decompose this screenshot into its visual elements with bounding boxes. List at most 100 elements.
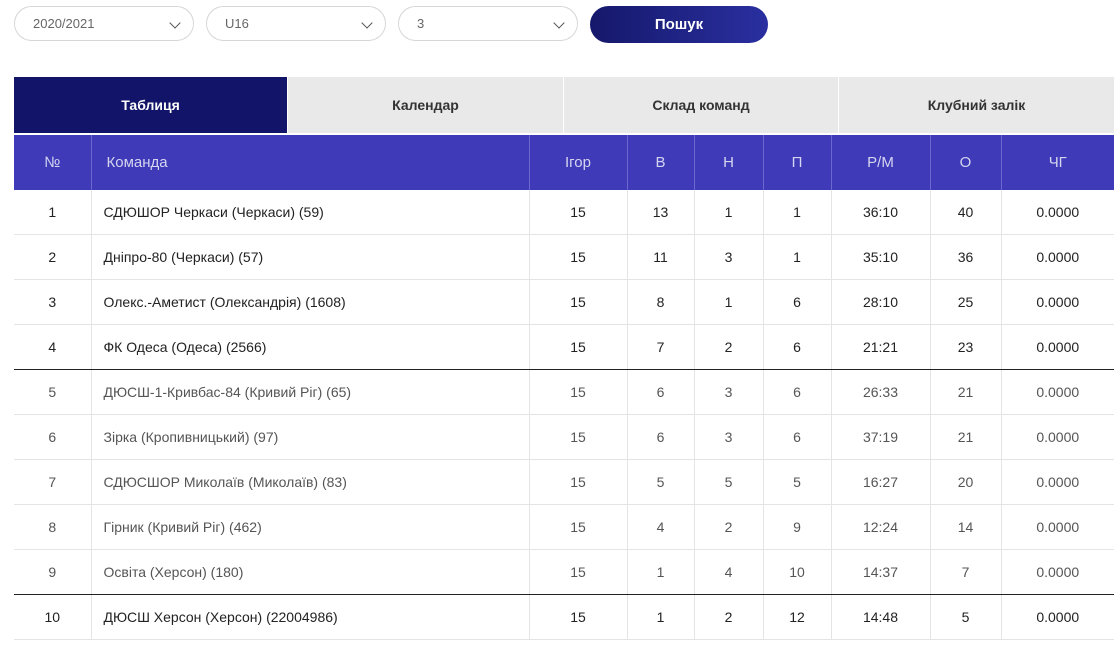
cell-draws: 2	[694, 594, 764, 640]
cell-points: 20	[930, 459, 1002, 505]
table-row: 4 ФК Одеса (Одеса) (2566) 15 7 2 6 21:21 23 0.00…	[14, 324, 1114, 370]
cell-tiebreak: 0.0000	[1001, 504, 1114, 550]
cell-team[interactable]: СДЮСШОР Миколаїв (Миколаїв) (83)	[91, 459, 530, 505]
cell-wins: 7	[627, 324, 695, 370]
cell-tiebreak: 0.0000	[1001, 234, 1114, 280]
table-row: 6 Зірка (Кропивницький) (97) 15 6 3 6 37:19 21 0…	[14, 414, 1114, 460]
table-row: 3 Олекс.-Аметист (Олександрія) (1608) 15 8 1…	[14, 279, 1114, 325]
cell-draws: 5	[694, 459, 764, 505]
table-row: 1 СДЮШОР Черкаси (Черкаси) (59) 15 13 1 1 36:1…	[14, 190, 1114, 235]
table-row: 7 СДЮСШОР Миколаїв (Миколаїв) (83) 15 5 5 5 16…	[14, 459, 1114, 505]
chevron-down-icon	[553, 17, 565, 29]
cell-draws: 3	[694, 369, 764, 415]
season-select[interactable]: 2020/2021	[14, 6, 194, 41]
cell-team[interactable]: ДЮСШ-1-Кривбас-84 (Кривий Ріг) (65)	[91, 369, 530, 415]
league-select[interactable]: 3	[398, 6, 578, 41]
cell-wins: 1	[627, 549, 695, 595]
cell-rank: 6	[14, 414, 92, 460]
cell-draws: 4	[694, 549, 764, 595]
tab-table[interactable]: Таблиця	[14, 77, 288, 133]
cell-team[interactable]: Зірка (Кропивницький) (97)	[91, 414, 530, 460]
cell-games: 15	[529, 414, 628, 460]
table-row: 2 Дніпро-80 (Черкаси) (57) 15 11 3 1 35:10 36 0.…	[14, 234, 1114, 280]
header-games[interactable]: Ігор	[529, 135, 628, 190]
cell-rank: 1	[14, 190, 92, 235]
cell-tiebreak: 0.0000	[1001, 459, 1114, 505]
header-draws[interactable]: Н	[694, 135, 764, 190]
chevron-down-icon	[361, 17, 373, 29]
table-row: 8 Гірник (Кривий Ріг) (462) 15 4 2 9 12:24 14 0.…	[14, 504, 1114, 550]
cell-rank: 3	[14, 279, 92, 325]
cell-team[interactable]: ФК Одеса (Одеса) (2566)	[91, 324, 530, 370]
cell-wins: 11	[627, 234, 695, 280]
header-losses[interactable]: П	[763, 135, 832, 190]
table-row: 9 Освіта (Херсон) (180) 15 1 4 10 14:37 7 0.0000	[14, 549, 1114, 595]
cell-games: 15	[529, 369, 628, 415]
cell-rank: 10	[14, 594, 92, 640]
tab-calendar[interactable]: Календар	[288, 77, 564, 133]
cell-wins: 8	[627, 279, 695, 325]
cell-goals: 37:19	[831, 414, 931, 460]
cell-team[interactable]: Дніпро-80 (Черкаси) (57)	[91, 234, 530, 280]
header-wins[interactable]: В	[627, 135, 695, 190]
cell-points: 25	[930, 279, 1002, 325]
cell-losses: 1	[763, 190, 832, 235]
table-header-row: № Команда Ігор В Н П Р/М О ЧГ	[14, 135, 1114, 190]
cell-losses: 6	[763, 369, 832, 415]
header-goals[interactable]: Р/М	[831, 135, 931, 190]
cell-points: 5	[930, 594, 1002, 640]
cell-wins: 6	[627, 414, 695, 460]
age-group-select-value: U16	[225, 16, 249, 31]
cell-losses: 1	[763, 234, 832, 280]
cell-losses: 10	[763, 549, 832, 595]
cell-draws: 2	[694, 324, 764, 370]
tab-team-rosters[interactable]: Склад команд	[564, 77, 839, 133]
cell-rank: 2	[14, 234, 92, 280]
age-group-select[interactable]: U16	[206, 6, 386, 41]
season-select-value: 2020/2021	[33, 16, 95, 31]
cell-games: 15	[529, 234, 628, 280]
cell-team[interactable]: Освіта (Херсон) (180)	[91, 549, 530, 595]
cell-tiebreak: 0.0000	[1001, 190, 1114, 235]
search-button[interactable]: Пошук	[590, 6, 768, 43]
cell-games: 15	[529, 549, 628, 595]
cell-points: 21	[930, 414, 1002, 460]
header-tiebreak[interactable]: ЧГ	[1001, 135, 1114, 190]
cell-points: 7	[930, 549, 1002, 595]
cell-team[interactable]: Гірник (Кривий Ріг) (462)	[91, 504, 530, 550]
header-points[interactable]: О	[930, 135, 1002, 190]
tab-club-standings[interactable]: Клубний залік	[839, 77, 1114, 133]
league-select-value: 3	[417, 16, 425, 31]
tab-bar: Таблиця Календар Склад команд Клубний за…	[14, 77, 1114, 133]
cell-rank: 5	[14, 369, 92, 415]
cell-goals: 14:48	[831, 594, 931, 640]
cell-points: 36	[930, 234, 1002, 280]
cell-team[interactable]: Олекс.-Аметист (Олександрія) (1608)	[91, 279, 530, 325]
cell-tiebreak: 0.0000	[1001, 549, 1114, 595]
cell-losses: 12	[763, 594, 832, 640]
cell-losses: 6	[763, 279, 832, 325]
cell-wins: 13	[627, 190, 695, 235]
cell-team[interactable]: СДЮШОР Черкаси (Черкаси) (59)	[91, 190, 530, 235]
cell-team[interactable]: ДЮСШ Херсон (Херсон) (22004986)	[91, 594, 530, 640]
cell-losses: 6	[763, 324, 832, 370]
cell-wins: 1	[627, 594, 695, 640]
cell-tiebreak: 0.0000	[1001, 369, 1114, 415]
cell-goals: 14:37	[831, 549, 931, 595]
table-row: 10 ДЮСШ Херсон (Херсон) (22004986) 15 1 2 12 1…	[14, 594, 1114, 640]
cell-draws: 3	[694, 414, 764, 460]
cell-points: 14	[930, 504, 1002, 550]
cell-games: 15	[529, 279, 628, 325]
header-rank[interactable]: №	[14, 135, 92, 190]
cell-games: 15	[529, 594, 628, 640]
cell-wins: 4	[627, 504, 695, 550]
cell-points: 40	[930, 190, 1002, 235]
cell-goals: 28:10	[831, 279, 931, 325]
cell-games: 15	[529, 504, 628, 550]
cell-goals: 12:24	[831, 504, 931, 550]
cell-games: 15	[529, 324, 628, 370]
header-team[interactable]: Команда	[91, 135, 530, 190]
cell-goals: 21:21	[831, 324, 931, 370]
cell-rank: 4	[14, 324, 92, 370]
cell-points: 21	[930, 369, 1002, 415]
